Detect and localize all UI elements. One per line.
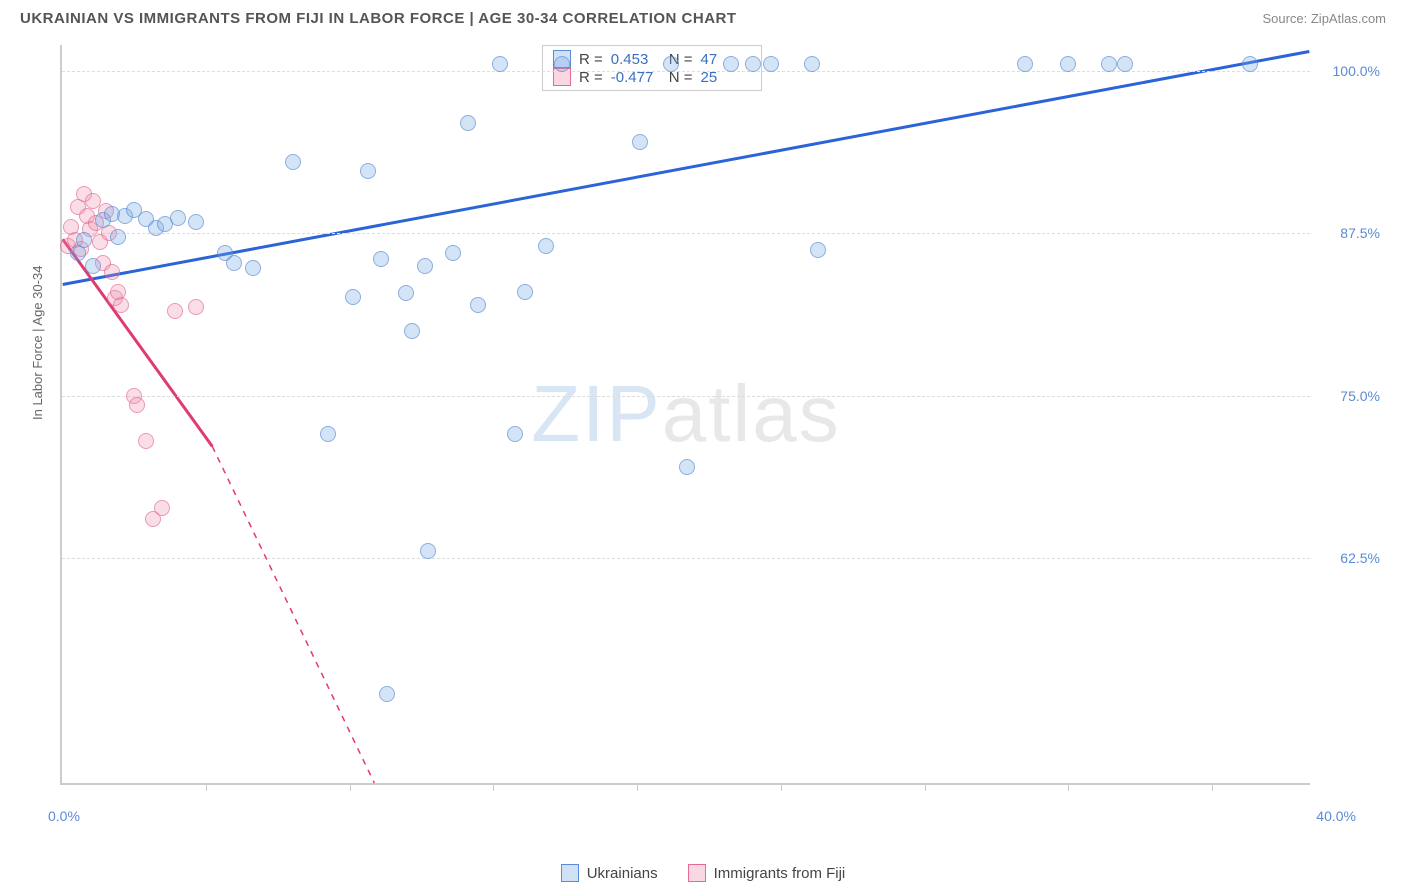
data-point — [554, 56, 570, 72]
data-point — [379, 686, 395, 702]
data-point — [285, 154, 301, 170]
bottom-legend: Ukrainians Immigrants from Fiji — [0, 864, 1406, 882]
y-tick-label: 75.0% — [1340, 388, 1380, 404]
data-point — [113, 297, 129, 313]
data-point — [417, 258, 433, 274]
data-point — [460, 115, 476, 131]
x-tick-mark — [206, 783, 207, 791]
data-point — [1017, 56, 1033, 72]
r-value-blue: 0.453 — [611, 51, 661, 68]
trend-lines — [62, 45, 1310, 783]
swatch-blue-icon — [561, 864, 579, 882]
data-point — [129, 397, 145, 413]
x-tick-mark — [925, 783, 926, 791]
x-tick-mark — [637, 783, 638, 791]
grid-line-h — [62, 396, 1310, 397]
x-tick-mark — [493, 783, 494, 791]
data-point — [679, 459, 695, 475]
data-point — [404, 323, 420, 339]
watermark-zip: ZIP — [531, 369, 661, 458]
watermark: ZIPatlas — [531, 368, 840, 460]
x-tick-mark — [1212, 783, 1213, 791]
data-point — [420, 543, 436, 559]
data-point — [373, 251, 389, 267]
x-tick-min: 0.0% — [48, 808, 80, 824]
data-point — [360, 163, 376, 179]
chart-title: UKRAINIAN VS IMMIGRANTS FROM FIJI IN LAB… — [20, 10, 737, 27]
data-point — [345, 289, 361, 305]
data-point — [167, 303, 183, 319]
data-point — [76, 232, 92, 248]
x-tick-mark — [350, 783, 351, 791]
y-tick-label: 100.0% — [1333, 63, 1380, 79]
data-point — [170, 210, 186, 226]
legend-item-pink: Immigrants from Fiji — [688, 864, 846, 882]
chart-header: UKRAINIAN VS IMMIGRANTS FROM FIJI IN LAB… — [0, 0, 1406, 32]
data-point — [226, 255, 242, 271]
legend-item-blue: Ukrainians — [561, 864, 658, 882]
data-point — [320, 426, 336, 442]
legend-row-blue: R = 0.453 N = 47 — [553, 50, 751, 68]
data-point — [1117, 56, 1133, 72]
data-point — [538, 238, 554, 254]
y-tick-label: 87.5% — [1340, 225, 1380, 241]
data-point — [723, 56, 739, 72]
data-point — [810, 242, 826, 258]
data-point — [188, 214, 204, 230]
data-point — [104, 264, 120, 280]
data-point — [398, 285, 414, 301]
y-tick-label: 62.5% — [1340, 550, 1380, 566]
data-point — [245, 260, 261, 276]
data-point — [138, 433, 154, 449]
data-point — [85, 258, 101, 274]
data-point — [804, 56, 820, 72]
data-point — [188, 299, 204, 315]
x-tick-mark — [781, 783, 782, 791]
scatter-chart: ZIPatlas R = 0.453 N = 47 R = -0.477 N =… — [60, 45, 1310, 785]
data-point — [1101, 56, 1117, 72]
data-point — [1242, 56, 1258, 72]
legend-label-blue: Ukrainians — [587, 865, 658, 882]
data-point — [507, 426, 523, 442]
data-point — [745, 56, 761, 72]
grid-line-h — [62, 233, 1310, 234]
data-point — [1060, 56, 1076, 72]
data-point — [517, 284, 533, 300]
legend-label-pink: Immigrants from Fiji — [714, 865, 846, 882]
r-label: R = — [579, 51, 603, 68]
data-point — [663, 56, 679, 72]
data-point — [110, 229, 126, 245]
data-point — [492, 56, 508, 72]
data-point — [445, 245, 461, 261]
data-point — [470, 297, 486, 313]
grid-line-h — [62, 558, 1310, 559]
chart-source: Source: ZipAtlas.com — [1262, 11, 1386, 26]
data-point — [763, 56, 779, 72]
data-point — [154, 500, 170, 516]
data-point — [632, 134, 648, 150]
x-tick-mark — [1068, 783, 1069, 791]
x-tick-max: 40.0% — [1316, 808, 1356, 824]
swatch-pink-icon — [688, 864, 706, 882]
watermark-atlas: atlas — [662, 369, 841, 458]
y-axis-title: In Labor Force | Age 30-34 — [30, 266, 45, 420]
